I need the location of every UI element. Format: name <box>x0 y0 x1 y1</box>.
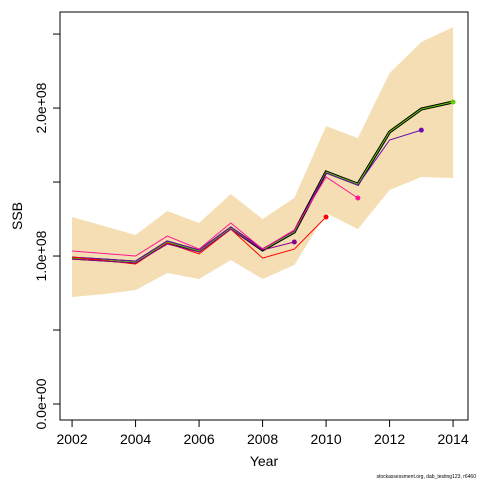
y-tick-label: 1.0e+08 <box>33 230 49 281</box>
confidence-band <box>72 27 454 298</box>
series-line <box>72 176 359 257</box>
series-line <box>72 129 422 262</box>
end-point <box>418 127 424 133</box>
end-point <box>450 99 456 105</box>
x-tick-label: 2010 <box>310 431 341 447</box>
x-tick-label: 2012 <box>374 431 405 447</box>
x-tick-label: 2014 <box>437 431 468 447</box>
end-point <box>291 239 297 245</box>
end-point <box>323 214 329 220</box>
x-tick-label: 2006 <box>183 431 214 447</box>
series-line <box>72 228 295 264</box>
y-tick-label: 2.0e+08 <box>33 82 49 133</box>
x-tick-label: 2002 <box>56 431 87 447</box>
x-tick-label: 2004 <box>120 431 151 447</box>
y-tick-label: 0.0e+00 <box>33 378 49 429</box>
x-tick-label: 2008 <box>247 431 278 447</box>
footnote: stockassessment.org, dab_testing123, r64… <box>376 474 476 480</box>
plot-frame <box>59 11 469 421</box>
end-point <box>355 195 361 201</box>
y-axis-label: SSB <box>9 202 25 230</box>
x-axis-label: Year <box>250 453 279 469</box>
